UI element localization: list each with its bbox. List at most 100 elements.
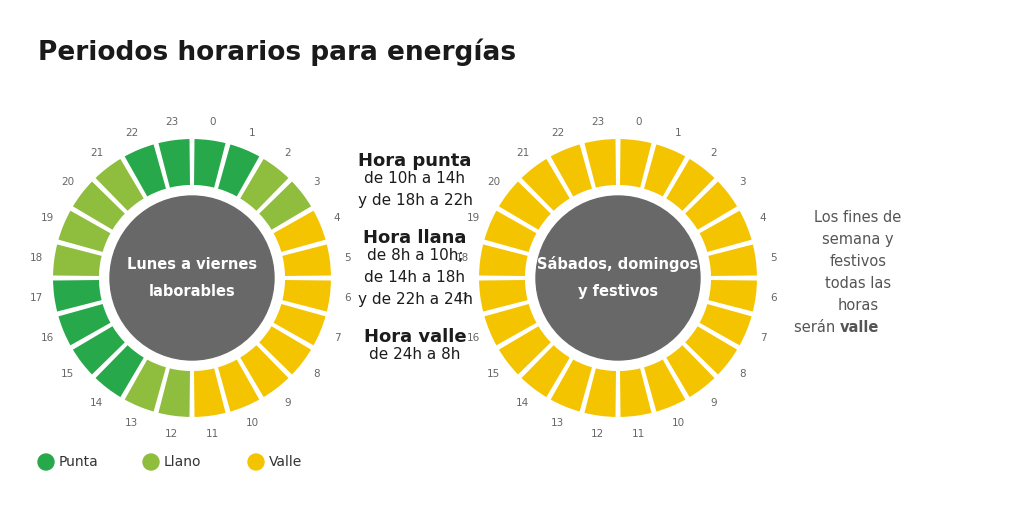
Text: 10: 10 (246, 418, 259, 428)
Wedge shape (72, 180, 126, 231)
Circle shape (143, 454, 159, 470)
Text: 0: 0 (635, 117, 642, 127)
Wedge shape (684, 180, 738, 231)
Text: de 24h a 8h: de 24h a 8h (370, 347, 461, 362)
Wedge shape (618, 138, 653, 189)
Text: 14: 14 (90, 398, 103, 407)
Wedge shape (52, 243, 102, 277)
Text: de 8h a 10h;: de 8h a 10h; (367, 248, 463, 263)
Wedge shape (272, 303, 327, 347)
Text: 20: 20 (486, 177, 500, 187)
Wedge shape (123, 358, 167, 413)
Text: 21: 21 (516, 148, 529, 159)
Text: 9: 9 (711, 398, 717, 407)
Text: 0: 0 (209, 117, 216, 127)
Text: Sábados, domingos: Sábados, domingos (538, 256, 698, 272)
Text: 3: 3 (739, 177, 745, 187)
Text: y festivos: y festivos (578, 284, 658, 299)
Wedge shape (258, 180, 312, 231)
Text: 5: 5 (344, 252, 351, 263)
Text: 23: 23 (591, 117, 604, 127)
Text: 11: 11 (632, 429, 645, 439)
Wedge shape (217, 143, 261, 198)
Wedge shape (239, 344, 290, 399)
Text: 7: 7 (334, 333, 340, 343)
Text: 17: 17 (456, 293, 469, 304)
Text: 1: 1 (675, 128, 681, 138)
Wedge shape (698, 303, 753, 347)
Text: 21: 21 (90, 148, 103, 159)
Wedge shape (520, 157, 571, 212)
Text: 14: 14 (516, 398, 529, 407)
Text: 9: 9 (285, 398, 291, 407)
Text: 3: 3 (313, 177, 319, 187)
Wedge shape (549, 358, 593, 413)
Text: 19: 19 (40, 213, 53, 223)
Wedge shape (478, 243, 528, 277)
Text: Los fines de: Los fines de (814, 210, 901, 225)
Wedge shape (643, 358, 687, 413)
Text: Lunes a viernes: Lunes a viernes (127, 257, 257, 272)
Wedge shape (643, 143, 687, 198)
Text: Hora valle: Hora valle (364, 328, 466, 346)
Wedge shape (483, 209, 538, 253)
Wedge shape (698, 209, 753, 253)
Wedge shape (584, 138, 617, 189)
Circle shape (248, 454, 264, 470)
Text: 13: 13 (551, 418, 564, 428)
Circle shape (110, 196, 274, 360)
Text: 7: 7 (760, 333, 766, 343)
Text: todas las: todas las (825, 276, 891, 291)
Text: valle: valle (840, 320, 880, 335)
Text: 4: 4 (760, 213, 766, 223)
Text: 12: 12 (591, 429, 604, 439)
Text: 2: 2 (711, 148, 717, 159)
Text: Llano: Llano (164, 455, 202, 469)
Text: 19: 19 (466, 213, 479, 223)
Text: 4: 4 (334, 213, 340, 223)
Wedge shape (193, 367, 227, 418)
Wedge shape (157, 367, 191, 418)
Text: serán: serán (795, 320, 840, 335)
Wedge shape (708, 279, 758, 313)
Text: y de 22h a 24h: y de 22h a 24h (357, 292, 472, 307)
Text: 17: 17 (30, 293, 43, 304)
Wedge shape (665, 157, 716, 212)
Wedge shape (157, 138, 191, 189)
Wedge shape (665, 344, 716, 399)
Text: 6: 6 (770, 293, 777, 304)
Text: Hora punta: Hora punta (358, 152, 472, 170)
Text: Periodos horarios para energías: Periodos horarios para energías (38, 38, 516, 66)
Wedge shape (282, 243, 332, 277)
Text: 8: 8 (313, 368, 319, 379)
Wedge shape (618, 367, 653, 418)
Wedge shape (498, 180, 552, 231)
Wedge shape (684, 325, 738, 376)
Wedge shape (258, 325, 312, 376)
Text: 23: 23 (165, 117, 178, 127)
Wedge shape (520, 344, 571, 399)
Wedge shape (52, 279, 102, 313)
Text: 1: 1 (249, 128, 255, 138)
Wedge shape (100, 186, 284, 370)
Text: 22: 22 (125, 128, 138, 138)
Text: 20: 20 (60, 177, 74, 187)
Text: 18: 18 (456, 252, 469, 263)
Wedge shape (193, 138, 227, 189)
Text: 5: 5 (770, 252, 777, 263)
Text: 16: 16 (40, 333, 53, 343)
Text: 22: 22 (551, 128, 564, 138)
Text: 10: 10 (672, 418, 685, 428)
Text: 16: 16 (466, 333, 479, 343)
Text: 2: 2 (285, 148, 291, 159)
Wedge shape (549, 143, 593, 198)
Wedge shape (526, 186, 710, 370)
Wedge shape (282, 279, 332, 313)
Text: Valle: Valle (269, 455, 302, 469)
Circle shape (38, 454, 54, 470)
Wedge shape (94, 344, 145, 399)
Circle shape (536, 196, 700, 360)
Wedge shape (217, 358, 261, 413)
Wedge shape (57, 209, 112, 253)
Text: laborables: laborables (148, 284, 236, 299)
